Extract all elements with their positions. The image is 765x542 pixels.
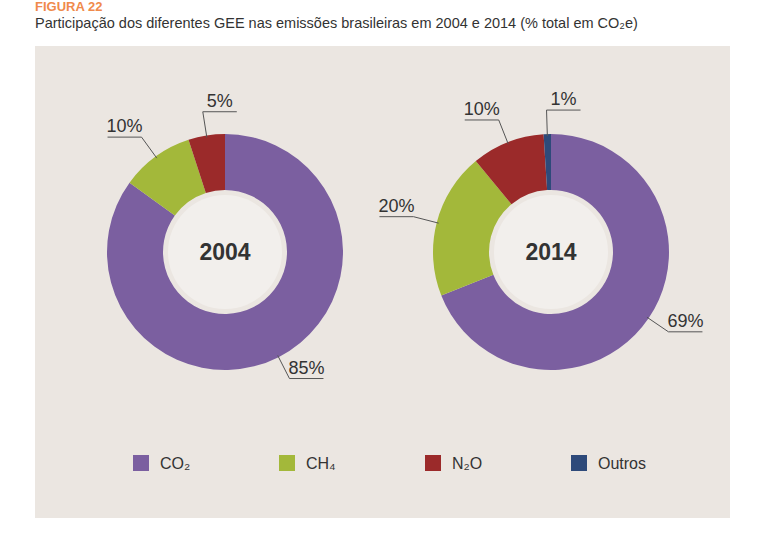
- leader-line: [379, 217, 438, 223]
- donut-hole: [494, 195, 608, 309]
- legend-swatch: [571, 455, 587, 471]
- slice: [107, 134, 343, 370]
- legend-label: N₂O: [452, 455, 482, 472]
- panel: [35, 46, 730, 518]
- data-label: 69%: [667, 311, 703, 331]
- legend: CO₂ CH₄ N₂O Outros: [133, 455, 646, 472]
- center-label: 2014: [525, 239, 576, 265]
- data-label: 20%: [378, 196, 414, 216]
- figure-title: Participação dos diferentes GEE nas emis…: [35, 15, 638, 31]
- slice: [476, 134, 547, 204]
- data-label: 5%: [207, 91, 233, 111]
- data-label: 10%: [107, 116, 143, 136]
- donut-hole: [168, 195, 282, 309]
- center-label: 2004: [199, 239, 250, 265]
- slice: [544, 134, 551, 190]
- leader-line: [465, 120, 509, 144]
- data-label: 1%: [551, 89, 577, 109]
- leader-line: [108, 137, 157, 158]
- slice: [189, 134, 225, 193]
- data-label: 10%: [464, 99, 500, 119]
- leader-line: [547, 110, 581, 136]
- legend-label: CO₂: [160, 455, 190, 472]
- leader-line: [203, 112, 237, 138]
- donut-chart: 2014 69% 20% 10% 1%: [378, 89, 703, 370]
- data-label: 85%: [288, 358, 324, 378]
- legend-label: Outros: [598, 455, 646, 472]
- figure-number: FIGURA 22: [35, 0, 102, 14]
- figure: FIGURA 22Participação dos diferentes GEE…: [0, 0, 765, 542]
- donut-chart: 2004 85% 10% 5%: [107, 91, 343, 379]
- legend-swatch: [279, 455, 295, 471]
- legend-swatch: [425, 455, 441, 471]
- legend-label: CH₄: [306, 455, 336, 472]
- legend-swatch: [133, 455, 149, 471]
